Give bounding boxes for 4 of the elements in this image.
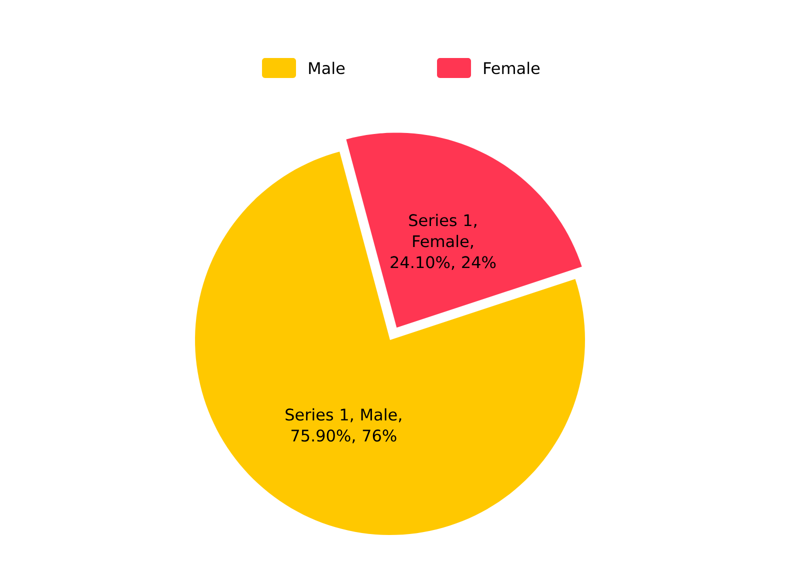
legend-label: Female (484, 62, 540, 74)
data-label: Series 1, Male, 75.90%, 76% (286, 408, 402, 444)
legend-label: Male (309, 62, 345, 74)
data-label: Series 1, Female, 24.10%, 24% (390, 214, 496, 270)
